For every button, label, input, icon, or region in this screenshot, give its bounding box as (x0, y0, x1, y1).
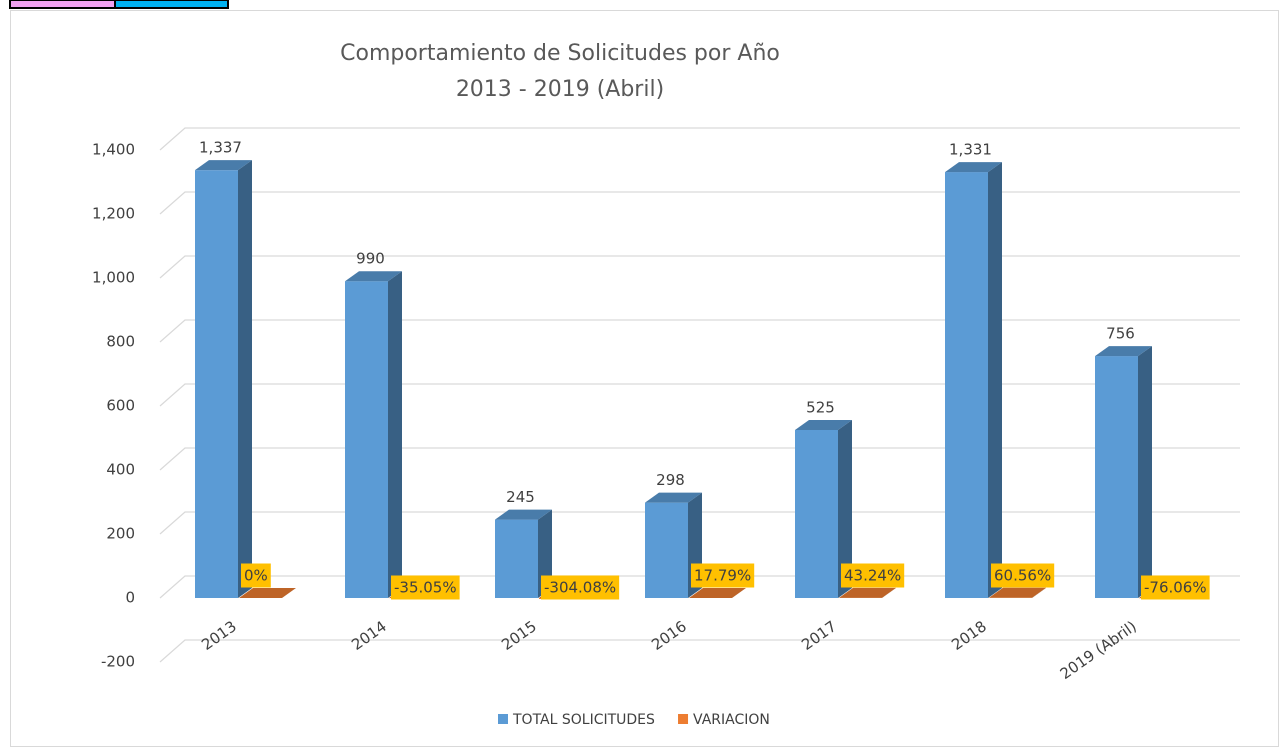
bar-top (1095, 346, 1152, 357)
bar-top (239, 588, 296, 598)
value-label: -35.05% (394, 579, 457, 597)
value-label: 245 (506, 488, 535, 506)
grid-line (159, 255, 1240, 279)
bar-top (645, 492, 702, 503)
label-box (391, 575, 460, 600)
grid-line (159, 319, 1240, 343)
value-label: 756 (1106, 325, 1135, 343)
bar-side (882, 587, 896, 598)
bar-front (645, 502, 688, 598)
value-label: 525 (806, 399, 835, 417)
x-tick-label: 2019 (Abril) (1057, 617, 1140, 683)
x-tick-label: 2013 (198, 617, 240, 654)
y-tick-label: 1,000 (92, 269, 135, 287)
x-tick-label: 2017 (798, 617, 840, 654)
bar (795, 420, 852, 598)
bar (945, 162, 1002, 598)
y-tick-label: 400 (106, 461, 135, 479)
value-label: 17.79% (694, 567, 751, 585)
label-box (841, 563, 905, 588)
y-tick-label: -200 (101, 653, 135, 671)
variation-label: 17.79% (691, 563, 755, 588)
value-label: 990 (356, 250, 385, 268)
grid-line (159, 447, 1240, 471)
pink-tab (9, 0, 116, 9)
bar (689, 587, 746, 598)
variation-label: 60.56% (991, 563, 1055, 588)
bar-top (839, 587, 896, 598)
bar-side (838, 420, 852, 598)
legend-label: TOTAL SOLICITUDES (512, 712, 655, 728)
value-label: 60.56% (994, 567, 1051, 585)
value-label: 298 (656, 471, 685, 489)
label-box (691, 563, 755, 588)
variation-label: -76.06% (1141, 575, 1210, 600)
bar (239, 588, 296, 598)
blue-tab (114, 0, 229, 9)
variation-label: -35.05% (391, 575, 460, 600)
bar-side (388, 271, 402, 598)
bar-top (945, 162, 1002, 173)
bar-front (195, 170, 238, 598)
bar-side (1138, 346, 1152, 598)
value-label: -304.08% (544, 579, 616, 597)
legend-swatch (498, 714, 508, 724)
y-tick-label: 800 (106, 333, 135, 351)
label-box (1141, 575, 1210, 600)
bar-side (988, 162, 1002, 598)
value-label: -76.06% (1144, 579, 1207, 597)
bar-top (795, 420, 852, 430)
x-tick-label: 2018 (948, 617, 990, 654)
bar-front (945, 172, 988, 598)
bar-top (345, 271, 402, 282)
value-label: 1,331 (949, 141, 992, 159)
y-tick-label: 1,400 (92, 141, 135, 159)
grid-line (159, 639, 1240, 663)
y-tick-label: 200 (106, 525, 135, 543)
grid-line (159, 191, 1240, 215)
bar-front (345, 281, 388, 598)
label-box (541, 575, 620, 600)
legend-swatch (678, 714, 689, 724)
bar (345, 271, 402, 598)
legend-label: VARIACION (693, 712, 770, 728)
grid-line (159, 511, 1240, 535)
grid-line (159, 383, 1240, 407)
bar-top (495, 509, 552, 520)
chart-subtitle: 2013 - 2019 (Abril) (456, 77, 664, 102)
y-tick-label: 1,200 (92, 205, 135, 223)
bar-top (689, 587, 746, 598)
x-tick-label: 2016 (648, 617, 690, 654)
bar-side (1032, 587, 1046, 598)
value-label: 0% (244, 567, 268, 585)
grid-line (159, 127, 1240, 151)
bar-side (238, 160, 252, 598)
label-box (241, 563, 271, 588)
bar-front (495, 519, 538, 598)
chart-title: Comportamiento de Solicitudes por Año (340, 41, 780, 66)
variation-label: 43.24% (841, 563, 905, 588)
value-label: 43.24% (844, 567, 901, 585)
bar-front (795, 430, 838, 598)
bar (1095, 346, 1152, 598)
bar-top (989, 587, 1046, 598)
bar-front (1095, 356, 1138, 598)
bar-top (195, 160, 252, 171)
bar-side (732, 587, 746, 598)
bar (989, 587, 1046, 598)
bar (195, 160, 252, 598)
variation-label: -304.08% (541, 575, 620, 600)
variation-label: 0% (241, 563, 271, 588)
y-tick-label: 600 (106, 397, 135, 415)
x-tick-label: 2015 (498, 617, 540, 654)
x-tick-label: 2014 (348, 617, 390, 654)
bar (839, 587, 896, 598)
label-box (991, 563, 1055, 588)
y-tick-label: 0 (125, 589, 135, 607)
value-label: 1,337 (199, 139, 242, 157)
